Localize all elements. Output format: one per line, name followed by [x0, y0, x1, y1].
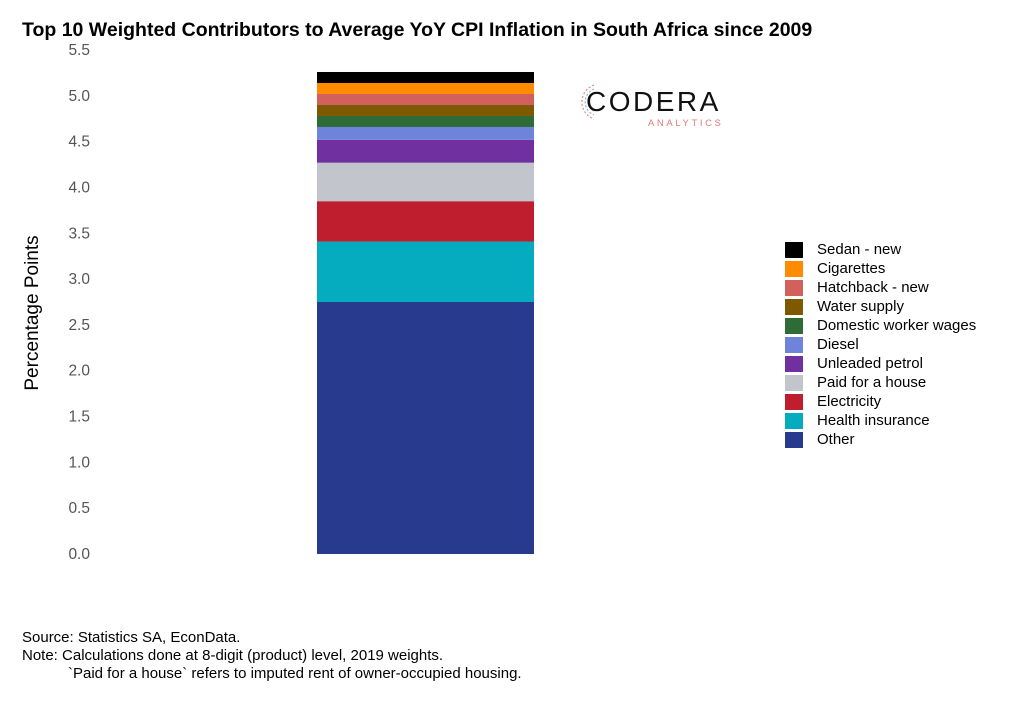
bar-segment-water-supply: [317, 104, 534, 116]
legend-swatch: [785, 412, 803, 429]
codera-logo: CODERA ANALYTICS: [574, 73, 744, 131]
legend-label: Paid for a house: [817, 374, 927, 391]
legend-swatch: [785, 298, 803, 315]
logo-subtitle: ANALYTICS: [648, 118, 724, 129]
legend-item: Electricity: [785, 392, 976, 411]
legend-item: Unleaded petrol: [785, 354, 976, 373]
bar-segment-electricity: [317, 201, 534, 242]
legend-swatch: [785, 317, 803, 334]
legend-swatch: [785, 431, 803, 448]
y-tick-label: 4.0: [68, 179, 90, 196]
y-tick-label: 0.0: [68, 546, 90, 563]
y-axis-label: Percentage Points: [22, 235, 43, 390]
y-tick-label: 5.0: [68, 88, 90, 105]
legend-swatch: [785, 374, 803, 391]
legend-item: Water supply: [785, 297, 976, 316]
y-tick-label: 1.0: [68, 454, 90, 471]
legend-label: Health insurance: [817, 412, 930, 429]
legend-item: Paid for a house: [785, 373, 976, 392]
legend-swatch: [785, 393, 803, 410]
legend-label: Electricity: [817, 393, 882, 410]
chart-footer: Source: Statistics SA, EconData. Note: C…: [22, 629, 522, 683]
legend-item: Sedan - new: [785, 240, 976, 259]
legend-label: Hatchback - new: [817, 279, 929, 296]
bar-segment-health-insurance: [317, 241, 534, 302]
legend-swatch: [785, 279, 803, 296]
bar-segment-domestic-worker-wages: [317, 115, 534, 127]
y-tick-label: 4.5: [68, 134, 90, 151]
y-tick-label: 3.5: [68, 225, 90, 242]
legend-label: Diesel: [817, 336, 859, 353]
legend-label: Other: [817, 431, 855, 448]
legend-swatch: [785, 260, 803, 277]
legend-label: Water supply: [817, 298, 904, 315]
legend-swatch: [785, 336, 803, 353]
legend-item: Cigarettes: [785, 259, 976, 278]
legend-swatch: [785, 355, 803, 372]
legend-label: Sedan - new: [817, 241, 902, 258]
legend-label: Domestic worker wages: [817, 317, 977, 334]
bar-segment-hatchback-new: [317, 93, 534, 105]
chart-title: Top 10 Weighted Contributors to Average …: [22, 19, 813, 41]
y-tick-label: 0.5: [68, 500, 90, 517]
y-tick-label: 2.5: [68, 317, 90, 334]
legend-item: Diesel: [785, 335, 976, 354]
legend-item: Hatchback - new: [785, 278, 976, 297]
logo-mark-icon: [581, 84, 595, 120]
legend-item: Health insurance: [785, 411, 976, 430]
chart-legend: Sedan - new Cigarettes Hatchback - new Wate…: [785, 240, 976, 449]
source-note: Source: Statistics SA, EconData.: [22, 629, 241, 646]
y-tick-label: 1.5: [68, 409, 90, 426]
bar-segment-diesel: [317, 126, 534, 140]
bar-segment-other: [317, 302, 534, 554]
y-tick-label: 5.5: [68, 42, 90, 59]
y-tick-label: 2.0: [68, 363, 90, 380]
legend-item: Domestic worker wages: [785, 316, 976, 335]
bar-segment-paid-for-a-house: [317, 162, 534, 202]
calculation-note: Note: Calculations done at 8-digit (prod…: [22, 647, 444, 664]
y-tick-label: 3.0: [68, 271, 90, 288]
logo-wordmark: CODERA: [586, 86, 721, 117]
housing-note: `Paid for a house` refers to imputed ren…: [68, 665, 522, 682]
legend-label: Unleaded petrol: [817, 355, 923, 372]
bar-segment-sedan-new: [317, 71, 534, 83]
bar-segment-cigarettes: [317, 82, 534, 94]
bar-segment-unleaded-petrol: [317, 139, 534, 163]
legend-swatch: [785, 241, 803, 258]
legend-item: Other: [785, 430, 976, 449]
legend-label: Cigarettes: [817, 260, 886, 277]
